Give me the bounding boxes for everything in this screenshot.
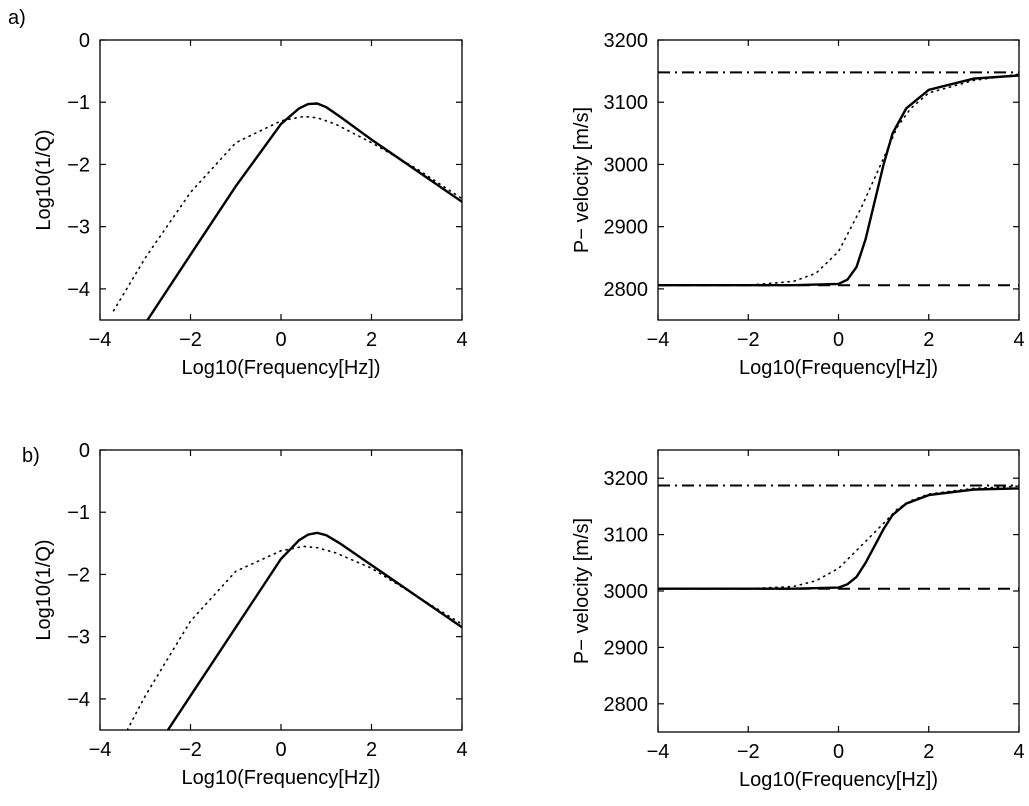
chart-b-left: −4 −2 0 2 4 0 −1 −2 −3 −4 Log10(Frequency[Hz]) Log1…	[33, 440, 468, 789]
y-tick-label: 0	[79, 30, 90, 52]
x-tick-label: −4	[647, 741, 670, 763]
charts-container: −4 −2 0 2 4 0 −1 −2 −3 −4 Log10(Frequency[Hz]) Log1…	[33, 30, 1025, 791]
x-axis-label: Log10(Frequency[Hz])	[739, 769, 938, 791]
series-line-solid	[658, 487, 1019, 590]
y-tick-label: −1	[67, 502, 90, 524]
x-tick-label: 4	[1013, 741, 1024, 763]
y-tick-label: −2	[67, 154, 90, 176]
y-tick-label: 2800	[604, 694, 649, 716]
x-tick-label: 0	[275, 739, 286, 761]
chart-b-right: −4 −2 0 2 4 2800 2900 3000 3100 3200 Log10(Frequen…	[571, 449, 1025, 791]
x-tick-label: 2	[366, 329, 377, 351]
x-tick-label: 2	[366, 739, 377, 761]
panel-label-a: a)	[8, 7, 26, 29]
x-tick-label: −4	[647, 329, 670, 351]
chart-a-right: −4 −2 0 2 4 2800 2900 3000 3100 3200 Log10(Frequen…	[571, 30, 1025, 379]
x-tick-label: 2	[923, 741, 934, 763]
series-line-dotted	[658, 485, 1019, 590]
y-tick-label: 2900	[604, 217, 649, 239]
x-axis-label: Log10(Frequency[Hz])	[182, 357, 381, 379]
y-axis-label: Log10(1/Q)	[33, 129, 55, 230]
x-tick-label: −2	[737, 329, 760, 351]
y-axis-label: P− velocity [m/s]	[571, 107, 593, 253]
y-tick-label: −3	[67, 217, 90, 239]
plot-frame	[99, 39, 463, 321]
plot-frame	[657, 449, 1020, 733]
panel-label-b: b)	[22, 445, 40, 467]
y-axis-label: P− velocity [m/s]	[571, 518, 593, 664]
series-line-solid	[146, 102, 462, 320]
y-axis-label: Log10(1/Q)	[33, 539, 55, 640]
x-tick-label: 0	[833, 329, 844, 351]
y-tick-label: 3100	[604, 92, 649, 114]
y-tick-label: −4	[67, 689, 90, 711]
x-tick-label: 0	[275, 329, 286, 351]
x-axis-label: Log10(Frequency[Hz])	[182, 767, 381, 789]
x-tick-label: 2	[923, 329, 934, 351]
x-tick-label: −4	[89, 739, 112, 761]
y-tick-label: 2800	[604, 279, 649, 301]
x-tick-label: 0	[833, 741, 844, 763]
series-line-solid	[658, 74, 1019, 287]
y-tick-label: 3200	[604, 30, 649, 52]
x-tick-label: 4	[456, 329, 467, 351]
series-line-dotted	[658, 73, 1019, 286]
chart-a-left: −4 −2 0 2 4 0 −1 −2 −3 −4 Log10(Frequency[Hz]) Log1…	[33, 30, 468, 379]
x-tick-label: −4	[89, 329, 112, 351]
y-tick-label: 3000	[604, 581, 649, 603]
x-tick-label: 4	[456, 739, 467, 761]
y-tick-label: −2	[67, 564, 90, 586]
y-tick-label: 3100	[604, 525, 649, 547]
y-tick-label: −4	[67, 279, 90, 301]
y-tick-label: 3200	[604, 468, 649, 490]
x-tick-label: −2	[737, 741, 760, 763]
y-tick-label: 3000	[604, 154, 649, 176]
y-tick-label: −3	[67, 627, 90, 649]
y-tick-label: 0	[79, 440, 90, 462]
y-tick-label: −1	[67, 92, 90, 114]
series-line-solid	[166, 531, 462, 730]
series-line-dotted	[112, 115, 462, 312]
x-tick-label: −2	[179, 329, 202, 351]
x-tick-label: 4	[1013, 329, 1024, 351]
series-line-dotted	[126, 545, 462, 730]
x-axis-label: Log10(Frequency[Hz])	[739, 357, 938, 379]
y-tick-label: 2900	[604, 637, 649, 659]
x-tick-label: −2	[179, 739, 202, 761]
